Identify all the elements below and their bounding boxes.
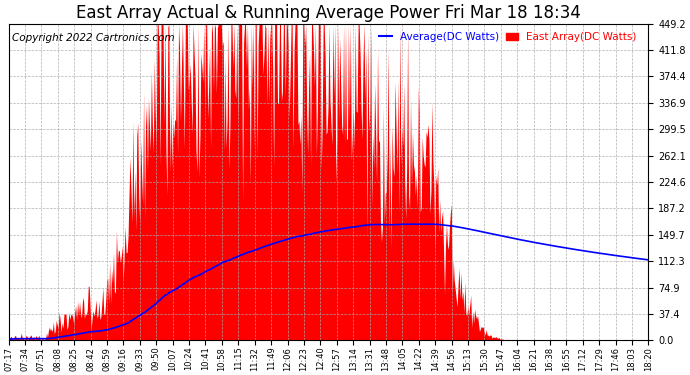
Text: Copyright 2022 Cartronics.com: Copyright 2022 Cartronics.com (12, 33, 175, 43)
Title: East Array Actual & Running Average Power Fri Mar 18 18:34: East Array Actual & Running Average Powe… (76, 4, 581, 22)
Legend: Average(DC Watts), East Array(DC Watts): Average(DC Watts), East Array(DC Watts) (380, 32, 637, 42)
